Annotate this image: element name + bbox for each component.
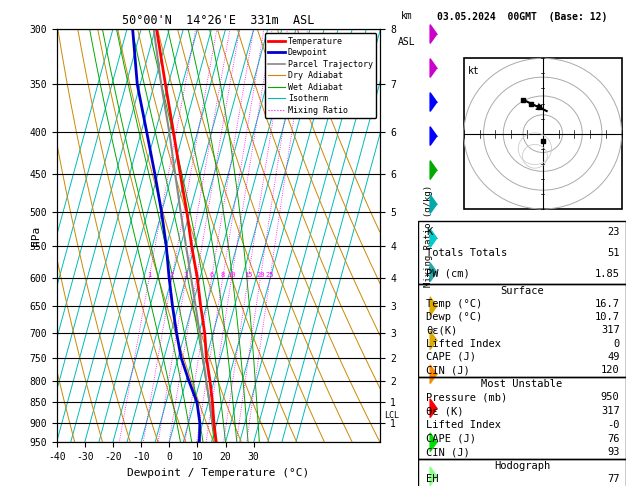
Polygon shape	[430, 59, 437, 77]
Text: 93: 93	[607, 448, 620, 457]
Polygon shape	[430, 93, 437, 111]
Text: CIN (J): CIN (J)	[426, 365, 470, 375]
Text: θε (K): θε (K)	[426, 406, 464, 416]
Polygon shape	[430, 467, 437, 486]
Text: 51: 51	[607, 248, 620, 258]
X-axis label: Dewpoint / Temperature (°C): Dewpoint / Temperature (°C)	[128, 468, 309, 478]
Text: ASL: ASL	[398, 37, 415, 48]
Polygon shape	[430, 127, 437, 145]
Text: CAPE (J): CAPE (J)	[426, 352, 476, 362]
Text: 49: 49	[607, 352, 620, 362]
Text: K: K	[426, 226, 433, 237]
Polygon shape	[430, 229, 437, 247]
Text: Mixing Ratio (g/kg): Mixing Ratio (g/kg)	[425, 185, 433, 287]
Text: 25: 25	[266, 272, 274, 278]
Text: 10.7: 10.7	[594, 312, 620, 322]
Text: 2: 2	[170, 272, 174, 278]
Text: 950: 950	[601, 392, 620, 402]
Text: PW (cm): PW (cm)	[426, 269, 470, 279]
Text: Lifted Index: Lifted Index	[426, 420, 501, 430]
Text: LCL: LCL	[384, 411, 399, 420]
Polygon shape	[430, 399, 437, 417]
Text: 3: 3	[184, 272, 188, 278]
Text: -0: -0	[607, 420, 620, 430]
Text: 4: 4	[194, 272, 199, 278]
Text: 8: 8	[221, 272, 225, 278]
Text: 20: 20	[256, 272, 265, 278]
Polygon shape	[430, 161, 437, 179]
Polygon shape	[430, 433, 437, 451]
Text: Pressure (mb): Pressure (mb)	[426, 392, 508, 402]
Text: Most Unstable: Most Unstable	[481, 379, 562, 388]
Text: Dewp (°C): Dewp (°C)	[426, 312, 482, 322]
Text: CIN (J): CIN (J)	[426, 448, 470, 457]
Text: 77: 77	[607, 474, 620, 484]
Polygon shape	[430, 331, 437, 349]
Bar	[418, 284, 626, 377]
Polygon shape	[430, 195, 437, 213]
Text: kt: kt	[468, 66, 480, 76]
Text: EH: EH	[426, 474, 439, 484]
Bar	[418, 459, 626, 486]
Bar	[418, 221, 626, 284]
Text: 120: 120	[601, 365, 620, 375]
Polygon shape	[430, 263, 437, 281]
Bar	[418, 377, 626, 459]
Title: 50°00'N  14°26'E  331m  ASL: 50°00'N 14°26'E 331m ASL	[122, 14, 314, 27]
Text: 16.7: 16.7	[594, 299, 620, 309]
Bar	[464, 58, 621, 209]
Polygon shape	[430, 365, 437, 383]
Polygon shape	[430, 25, 437, 43]
Text: 6: 6	[209, 272, 214, 278]
Text: 317: 317	[601, 326, 620, 335]
Text: 15: 15	[244, 272, 252, 278]
Text: 76: 76	[607, 434, 620, 444]
Text: 1: 1	[147, 272, 152, 278]
Text: Temp (°C): Temp (°C)	[426, 299, 482, 309]
Text: CAPE (J): CAPE (J)	[426, 434, 476, 444]
Text: 03.05.2024  00GMT  (Base: 12): 03.05.2024 00GMT (Base: 12)	[437, 12, 607, 22]
Text: Lifted Index: Lifted Index	[426, 339, 501, 348]
Text: 23: 23	[607, 226, 620, 237]
Text: 10: 10	[228, 272, 236, 278]
Text: km: km	[401, 11, 412, 21]
Legend: Temperature, Dewpoint, Parcel Trajectory, Dry Adiabat, Wet Adiabat, Isotherm, Mi: Temperature, Dewpoint, Parcel Trajectory…	[265, 34, 376, 118]
Text: θε(K): θε(K)	[426, 326, 458, 335]
Text: Surface: Surface	[500, 286, 544, 296]
Text: hPa: hPa	[31, 226, 40, 246]
Text: 1.85: 1.85	[594, 269, 620, 279]
Text: Totals Totals: Totals Totals	[426, 248, 508, 258]
Text: 317: 317	[601, 406, 620, 416]
Text: 0: 0	[613, 339, 620, 348]
Polygon shape	[430, 297, 437, 315]
Text: Hodograph: Hodograph	[494, 461, 550, 471]
